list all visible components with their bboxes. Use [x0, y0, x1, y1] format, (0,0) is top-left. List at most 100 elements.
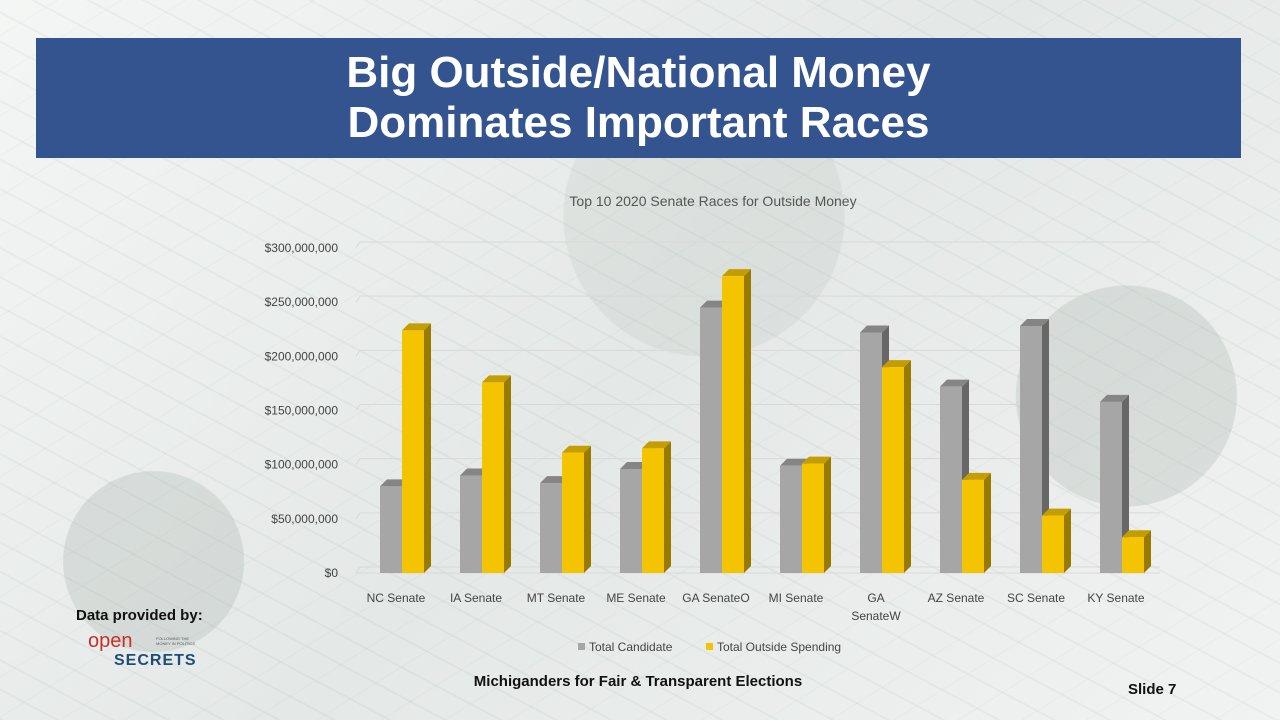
y-tick-label: $150,000,000 [265, 404, 339, 418]
gridline-depth [355, 241, 361, 249]
x-category-label: AZ Senate [928, 591, 985, 605]
bar-top [460, 468, 489, 476]
y-tick-label: $200,000,000 [265, 349, 339, 363]
bar-side [504, 375, 511, 573]
bar-front [460, 475, 482, 573]
chart-title: Top 10 2020 Senate Races for Outside Mon… [569, 193, 856, 209]
bar-top [402, 323, 431, 331]
bar-front [802, 463, 824, 573]
bar-top [940, 379, 969, 387]
bar-total-candidate [1020, 319, 1049, 573]
bar-front [1020, 326, 1042, 573]
bar-front [380, 486, 402, 573]
x-category-label: SC Senate [1007, 591, 1065, 605]
x-category-label: MI Senate [769, 591, 824, 605]
bar-front [482, 382, 504, 573]
x-category-label: MT Senate [527, 591, 586, 605]
y-tick-label: $250,000,000 [265, 295, 339, 309]
bar-top [1100, 394, 1129, 402]
bar-front [642, 448, 664, 573]
bar-top [562, 445, 591, 453]
gridline-depth [355, 404, 361, 411]
bar-outside-spending [1042, 508, 1071, 573]
bar-total-candidate [1100, 394, 1129, 573]
x-category-label: IA Senate [450, 591, 502, 605]
bar-front [1122, 537, 1144, 573]
y-tick-label: $50,000,000 [271, 512, 338, 526]
bar-top [482, 375, 511, 383]
bar-outside-spending [722, 269, 751, 573]
legend-swatch [578, 643, 585, 650]
bar-top [1020, 319, 1049, 326]
bar-front [882, 367, 904, 573]
bar-top [540, 476, 569, 484]
bar-side [1042, 319, 1049, 573]
gridline-depth [355, 350, 361, 357]
data-credit-label: Data provided by: [76, 607, 203, 624]
legend-swatch [706, 643, 713, 650]
bar-side [824, 456, 831, 573]
gridline-depth [355, 295, 361, 303]
bar-top [780, 458, 809, 466]
bar-top [380, 479, 409, 487]
bar-outside-spending [1122, 530, 1151, 573]
bar-front [860, 332, 882, 573]
bar-side [424, 323, 431, 573]
bar-outside-spending [482, 375, 511, 573]
bar-top [882, 360, 911, 368]
bar-front [620, 469, 642, 573]
slide-number: Slide 7 [1128, 681, 1177, 698]
bar-outside-spending [642, 441, 671, 573]
bar-top [642, 441, 671, 449]
x-category-label: NC Senate [367, 591, 426, 605]
x-category-label: GA SenateO [682, 591, 749, 605]
bar-front [402, 330, 424, 573]
bar-front [1100, 401, 1122, 573]
x-category-label: GA [867, 591, 884, 605]
bar-top [1122, 530, 1151, 538]
bar-front [722, 276, 744, 573]
logo-tagline: FOLLOWING THE MONEY IN POLITICS [156, 636, 196, 646]
bar-side [1122, 394, 1129, 573]
bar-side [664, 441, 671, 573]
bar-front [940, 386, 962, 573]
x-category-label: KY Senate [1087, 591, 1144, 605]
logo-word-secrets: SECRETS [114, 652, 197, 669]
bar-outside-spending [802, 456, 831, 573]
x-axis-labels: NC Senate IA Senate MT Senate ME Senate GA S… [367, 591, 1145, 623]
bar-front [1042, 515, 1064, 573]
bar-outside-spending [882, 360, 911, 573]
bar-front [562, 452, 584, 573]
bar-side [904, 360, 911, 573]
bar-top [860, 325, 889, 333]
gridline-depth [355, 458, 361, 465]
bar-top [620, 462, 649, 469]
x-category-label: SenateW [851, 609, 901, 623]
bar-side [584, 445, 591, 573]
chart-legend: Total Candidate Total Outside Spending [578, 640, 841, 654]
bar-front [700, 307, 722, 573]
bar-side [1064, 508, 1071, 573]
bar-front [780, 465, 802, 573]
bar-outside-spending [402, 323, 431, 573]
opensecrets-logo: open FOLLOWING THE MONEY IN POLITICS SEC… [88, 630, 218, 672]
bar-top [722, 269, 751, 277]
y-tick-label: $300,000,000 [265, 241, 339, 255]
footer-text: Michiganders for Fair & Transparent Elec… [473, 673, 803, 690]
bar-front [962, 479, 984, 573]
bar-outside-spending [562, 445, 591, 573]
title-line-2: Dominates Important Races [347, 98, 930, 147]
legend-label: Total Candidate [589, 640, 673, 654]
footer-organization: Michiganders for Fair & Transparent Elec… [0, 673, 1280, 690]
bar-side [744, 269, 751, 573]
logo-word-open: open [88, 630, 133, 652]
bar-top [802, 456, 831, 464]
bar-top [700, 300, 729, 308]
y-tick-label: $0 [325, 566, 339, 580]
legend-label: Total Outside Spending [717, 640, 841, 654]
gridline-depth [355, 512, 361, 520]
bar-front [540, 483, 562, 573]
x-category-label: ME Senate [606, 591, 666, 605]
gridline-depth [355, 566, 361, 574]
